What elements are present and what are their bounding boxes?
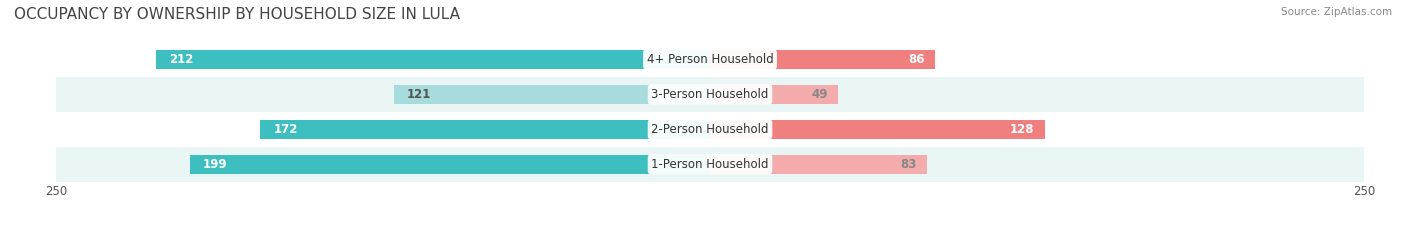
Bar	[394, 85, 710, 104]
Bar	[710, 120, 1045, 139]
Text: 128: 128	[1010, 123, 1035, 136]
Text: Source: ZipAtlas.com: Source: ZipAtlas.com	[1281, 7, 1392, 17]
Bar	[190, 155, 710, 174]
Bar	[710, 85, 838, 104]
Text: OCCUPANCY BY OWNERSHIP BY HOUSEHOLD SIZE IN LULA: OCCUPANCY BY OWNERSHIP BY HOUSEHOLD SIZE…	[14, 7, 460, 22]
Bar	[56, 77, 1364, 112]
Text: 4+ Person Household: 4+ Person Household	[647, 53, 773, 66]
Text: 2-Person Household: 2-Person Household	[651, 123, 769, 136]
Text: 199: 199	[202, 158, 228, 171]
Bar	[710, 50, 935, 69]
Bar	[710, 155, 927, 174]
Bar	[56, 42, 1364, 77]
Bar	[260, 120, 710, 139]
Text: 172: 172	[273, 123, 298, 136]
Text: 83: 83	[900, 158, 917, 171]
Text: 3-Person Household: 3-Person Household	[651, 88, 769, 101]
Text: 49: 49	[811, 88, 828, 101]
Text: 1-Person Household: 1-Person Household	[651, 158, 769, 171]
Bar	[156, 50, 710, 69]
Text: 212: 212	[169, 53, 193, 66]
Bar	[56, 112, 1364, 147]
Bar	[56, 147, 1364, 182]
Text: 86: 86	[908, 53, 925, 66]
Text: 121: 121	[406, 88, 432, 101]
